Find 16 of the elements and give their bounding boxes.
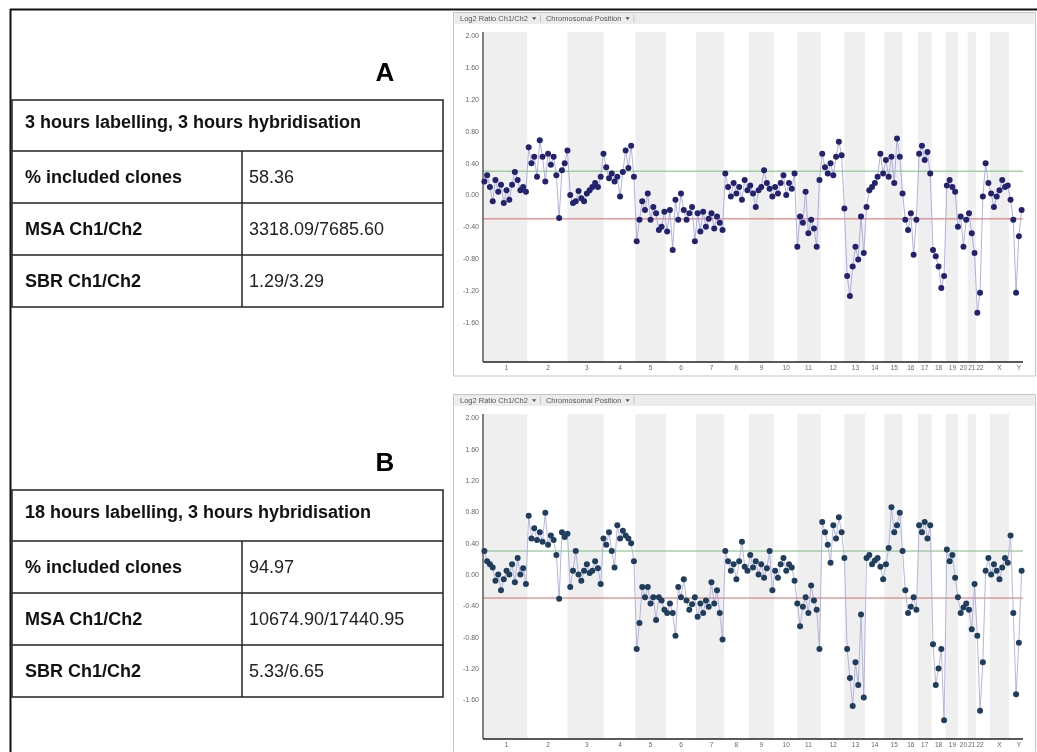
text: 1.29/3.29 (249, 271, 325, 291)
text: 18 hours labelling, 3 hours hybridisation (25, 502, 372, 522)
text: 94.97 (249, 557, 295, 577)
text: SBR Ch1/Ch2 (25, 271, 142, 291)
text: % included clones (25, 167, 183, 187)
text: 5.33/6.65 (249, 661, 325, 681)
text: B (375, 447, 395, 477)
text: 10674.90/17440.95 (249, 609, 405, 629)
text: 3 hours labelling, 3 hours hybridisation (25, 112, 362, 132)
text: MSA Ch1/Ch2 (25, 609, 143, 629)
text: MSA Ch1/Ch2 (25, 219, 143, 239)
text: SBR Ch1/Ch2 (25, 661, 142, 681)
text: A (375, 57, 395, 87)
text: 58.36 (249, 167, 295, 187)
text: % included clones (25, 557, 183, 577)
text: 3318.09/7685.60 (249, 219, 385, 239)
